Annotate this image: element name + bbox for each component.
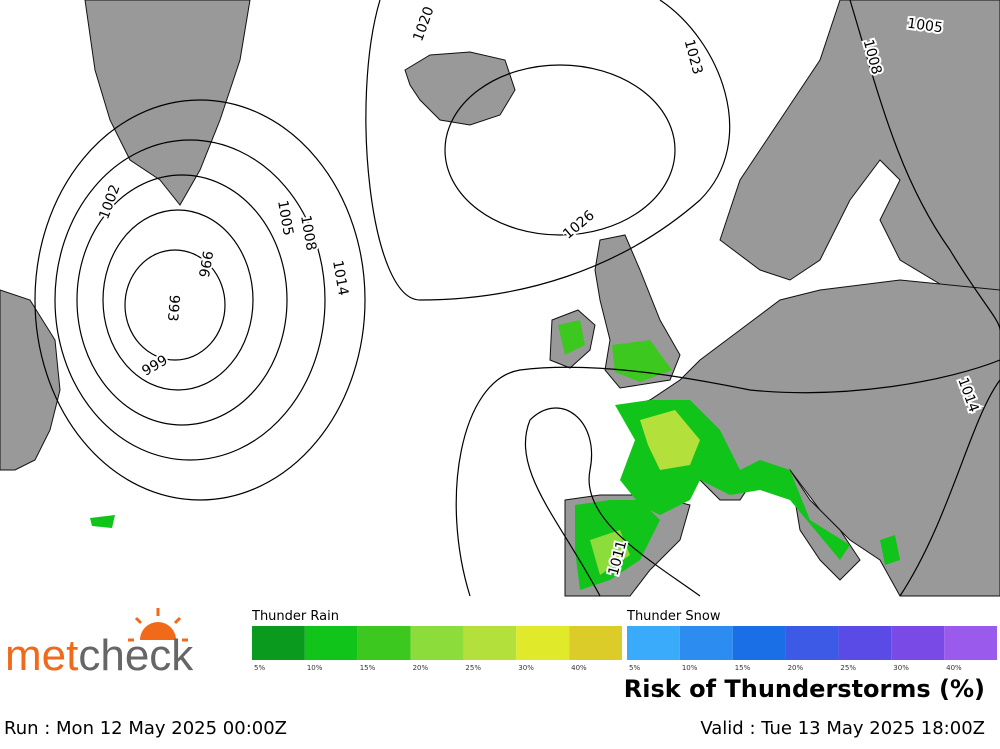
isobars (34, 0, 1000, 597)
legend-label: 5% (629, 664, 640, 672)
isobar (899, 379, 1000, 597)
isobar (365, 0, 731, 301)
logo-met: met (5, 631, 78, 680)
map: 1020 1023 1005 1008 1002 1005 1008 996 9… (0, 0, 1000, 597)
legend-label: 5% (254, 664, 265, 672)
legend-swatch (732, 626, 786, 660)
legend-title: Thunder Snow (626, 609, 721, 624)
isobar (124, 249, 226, 361)
legend-swatch (357, 626, 411, 660)
isobar (524, 407, 701, 597)
legend-swatch (304, 626, 358, 660)
legend-label: 40% (571, 664, 587, 672)
thunder-area (640, 410, 700, 470)
legend-label: 40% (946, 664, 962, 672)
legend-swatch (785, 626, 839, 660)
legend-label: 10% (682, 664, 698, 672)
thunder-area (612, 340, 672, 382)
greenland (84, 0, 251, 206)
legend-title: Thunder Rain (251, 609, 339, 624)
thunder-areas (90, 320, 900, 590)
isobar (102, 209, 254, 391)
logo-check: check (78, 631, 194, 680)
legend-swatch (944, 626, 997, 660)
canada (0, 289, 61, 471)
legend: Thunder Rain 5% 10% 15% 20% 25% 30% 40% Thunder … (251, 609, 997, 672)
legend-swatch (627, 626, 680, 660)
isobar (444, 64, 676, 236)
legend-swatch (516, 626, 570, 660)
isobar (34, 99, 366, 501)
legend-label: 25% (465, 664, 481, 672)
run-time: Run : Mon 12 May 2025 00:00Z (4, 718, 287, 739)
legend-swatch (252, 626, 305, 660)
sun-rays (128, 608, 188, 642)
thunder-area (590, 530, 630, 575)
legend-swatch (891, 626, 945, 660)
legend-label: 25% (840, 664, 856, 672)
thunder-area (90, 515, 115, 528)
legend-swatch (679, 626, 733, 660)
isobar (849, 0, 1000, 331)
isobar (54, 139, 326, 461)
legend-label: 10% (307, 664, 323, 672)
isobar (455, 359, 1000, 597)
legend-label: 20% (413, 664, 429, 672)
legend-swatch (410, 626, 464, 660)
chart-title: Risk of Thunderstorms (%) (624, 675, 985, 703)
legend-label: 15% (360, 664, 376, 672)
iceland (404, 51, 516, 126)
thunder-area (880, 535, 900, 565)
scandinavia (719, 0, 1000, 301)
legend-label: 30% (893, 664, 909, 672)
legend-label: 15% (735, 664, 751, 672)
logo-text: metcheck (5, 631, 194, 680)
legend-swatch (569, 626, 622, 660)
legend-swatch (463, 626, 517, 660)
legend-swatch (838, 626, 892, 660)
legend-label: 30% (518, 664, 534, 672)
isobar-label: 993 (164, 294, 182, 322)
logo: metcheck (5, 608, 194, 680)
thunder-area (558, 320, 585, 355)
isobar (76, 174, 288, 426)
valid-time: Valid : Tue 13 May 2025 18:00Z (700, 718, 985, 739)
legend-label: 20% (788, 664, 804, 672)
